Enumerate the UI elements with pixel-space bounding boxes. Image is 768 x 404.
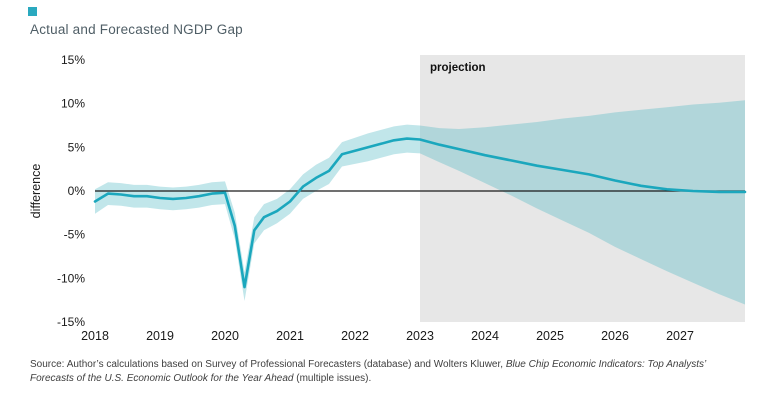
source-note-part1: Source: Author’s calculations based on S… (30, 359, 506, 370)
x-tick-label: 2025 (536, 329, 564, 343)
x-tick-label: 2021 (276, 329, 304, 343)
x-tick-label: 2019 (146, 329, 174, 343)
ngdp-gap-chart: 15% 10% 5% 0% -5% -10% -15%2018 2019 2020 2021 202… (29, 53, 747, 343)
x-tick-label: 2024 (471, 329, 499, 343)
source-note-part3: (multiple issues). (293, 373, 372, 384)
x-tick-label: 2022 (341, 329, 369, 343)
y-tick-label: -10% (57, 271, 85, 285)
y-tick-label: 0% (68, 184, 86, 198)
source-note: Source: Author’s calculations based on S… (30, 358, 736, 386)
x-tick-label: 2027 (666, 329, 694, 343)
x-tick-label: 2023 (406, 329, 434, 343)
ngdp-gap-line (93, 137, 747, 289)
y-tick-label: -15% (57, 315, 85, 329)
y-tick-label: 10% (61, 97, 85, 111)
y-tick-label: 15% (61, 53, 85, 67)
brand-square-icon (28, 7, 37, 16)
y-tick-label: 5% (68, 140, 86, 154)
x-tick-label: 2020 (211, 329, 239, 343)
chart-title: Actual and Forecasted NGDP Gap (30, 22, 243, 37)
x-tick-label: 2026 (601, 329, 629, 343)
y-tick-label: -5% (64, 228, 86, 242)
confidence-band (95, 100, 745, 305)
source-note-italic: Blue Chip Economic Indicators: Top Analy… (30, 359, 706, 384)
y-axis-label: difference (29, 164, 43, 219)
projection-region (420, 55, 745, 322)
x-tick-label: 2018 (81, 329, 109, 343)
projection-label: projection (430, 62, 486, 74)
